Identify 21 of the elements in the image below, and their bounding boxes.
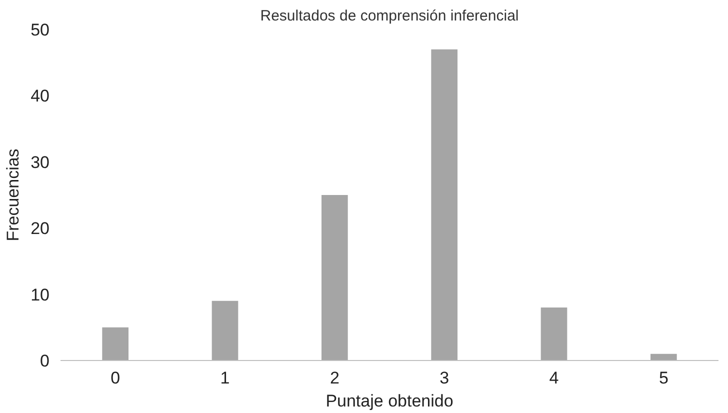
x-axis-title: Puntaje obtenido: [326, 392, 454, 410]
y-tick-label: 0: [40, 352, 50, 370]
bar: [540, 308, 568, 360]
x-tick-label: 0: [110, 368, 120, 388]
bar: [431, 49, 458, 360]
x-tick-label: 3: [440, 368, 450, 388]
bar: [322, 195, 348, 360]
x-tick-label: 5: [658, 368, 668, 388]
y-tick-label: 10: [30, 285, 50, 304]
bar: [102, 327, 128, 360]
y-tick-label: 50: [30, 20, 50, 40]
x-tick-label: 1: [220, 368, 230, 388]
bar: [650, 354, 677, 360]
y-axis-title: Frecuencias: [4, 148, 23, 242]
x-tick-label: 4: [549, 368, 559, 388]
bar: [212, 300, 238, 360]
y-tick-label: 30: [30, 152, 50, 172]
x-tick-label: 2: [330, 368, 340, 388]
y-tick-label: 40: [30, 86, 50, 106]
chart-title: Resultados de comprensión inferencial: [260, 8, 519, 24]
y-tick-label: 20: [30, 219, 50, 238]
